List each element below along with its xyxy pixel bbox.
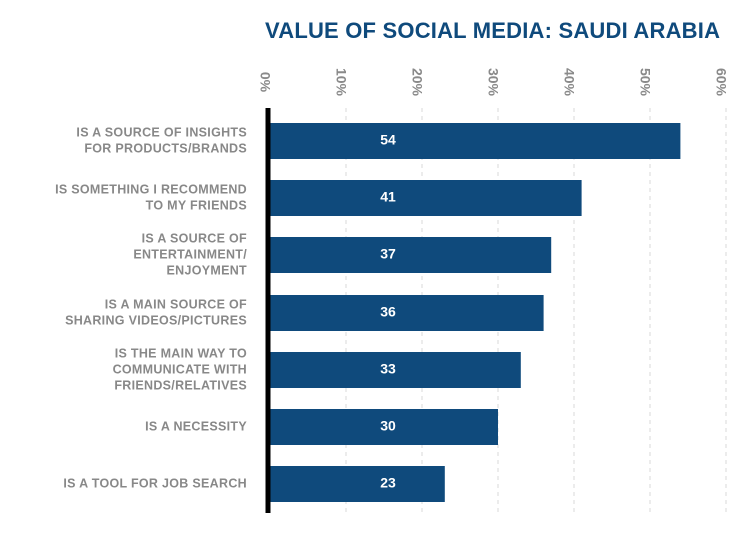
- bar-value-label: 36: [380, 304, 396, 320]
- bar: [270, 180, 582, 216]
- bar: [270, 352, 521, 388]
- category-label: ENTERTAINMENT/: [133, 247, 247, 261]
- bar-value-label: 37: [380, 246, 396, 262]
- x-axis-ticks: 0% 10% 20% 30% 40% 50% 60%: [257, 68, 729, 97]
- x-tick-label: 0%: [257, 72, 273, 93]
- bar-value-label: 54: [380, 132, 396, 148]
- bar-value-label: 41: [380, 189, 396, 205]
- x-tick-label: 30%: [485, 68, 501, 97]
- x-tick-label: 60%: [713, 68, 729, 97]
- bar: [270, 466, 445, 502]
- category-label: TO MY FRIENDS: [146, 198, 247, 212]
- bar: [270, 123, 681, 159]
- x-tick-label: 50%: [637, 68, 653, 97]
- x-tick-label: 40%: [561, 68, 577, 97]
- category-labels: IS A SOURCE OF INSIGHTS FOR PRODUCTS/BRAN…: [55, 125, 247, 490]
- x-tick-label: 20%: [409, 68, 425, 97]
- category-label: IS THE MAIN WAY TO: [115, 346, 247, 360]
- category-label: IS A SOURCE OF INSIGHTS: [76, 125, 247, 139]
- category-label: IS A SOURCE OF: [142, 231, 247, 245]
- category-label: IS A TOOL FOR JOB SEARCH: [63, 476, 247, 490]
- chart-title: VALUE OF SOCIAL MEDIA: SAUDI ARABIA: [265, 18, 721, 43]
- category-label: COMMUNICATE WITH: [113, 362, 247, 376]
- category-label: IS SOMETHING I RECOMMEND: [55, 182, 247, 196]
- bar: [270, 295, 544, 331]
- category-label: SHARING VIDEOS/PICTURES: [65, 313, 247, 327]
- bar-value-label: 33: [380, 361, 396, 377]
- bar: [270, 237, 552, 273]
- bar-value-label: 30: [380, 418, 396, 434]
- category-label: IS A NECESSITY: [145, 419, 247, 433]
- x-tick-label: 10%: [333, 68, 349, 97]
- category-label: IS A MAIN SOURCE OF: [105, 297, 247, 311]
- bar-value-label: 23: [380, 475, 396, 491]
- category-label: FRIENDS/RELATIVES: [114, 378, 247, 392]
- bars: 54 41 37 36 33 30 23: [270, 123, 681, 502]
- category-label: ENJOYMENT: [167, 263, 248, 277]
- bar: [270, 409, 498, 445]
- category-label: FOR PRODUCTS/BRANDS: [84, 141, 247, 155]
